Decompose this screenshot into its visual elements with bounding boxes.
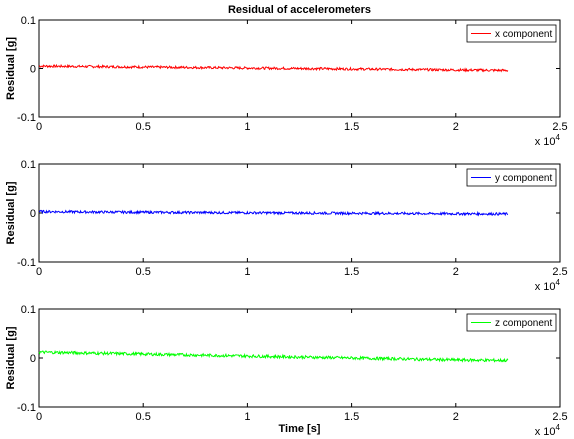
x-tick-label: 1 — [244, 411, 250, 423]
chart-title: Residual of accelerometers — [228, 4, 371, 16]
legend-box — [466, 168, 557, 187]
x-tick-label: 0 — [36, 266, 42, 278]
x-exponent-label: x 104 — [535, 278, 561, 293]
x-exponent-base: x 10 — [535, 426, 556, 438]
y-axis-label: Residual [g] — [5, 37, 17, 100]
x-exponent-base: x 10 — [535, 281, 556, 293]
x-exponent-label: x 104 — [535, 133, 561, 148]
legend-box — [466, 24, 557, 43]
y-tick-label: 0 — [30, 64, 36, 76]
x-tick-label: 0.5 — [136, 266, 151, 278]
x-tick-label: 0 — [36, 121, 42, 133]
y-tick-label: 0 — [30, 353, 36, 365]
series-line-1 — [38, 63, 509, 73]
x-tick-label: 1.5 — [344, 266, 359, 278]
x-tick-label: 1.5 — [344, 121, 359, 133]
y-tick-label: 0.1 — [21, 15, 36, 27]
x-tick-label: 2.5 — [552, 121, 567, 133]
legend-box — [466, 313, 557, 332]
legend-label: x component — [495, 29, 552, 40]
x-tick-label: 1 — [244, 121, 250, 133]
x-axis-label: Time [s] — [279, 423, 321, 435]
x-exponent-power: 4 — [556, 133, 561, 142]
x-tick-label: 2 — [453, 266, 459, 278]
y-tick-label: -0.1 — [17, 402, 36, 414]
legend-label: z component — [495, 318, 552, 329]
y-axis-label: Residual [g] — [5, 181, 17, 244]
x-tick-label: 2.5 — [552, 411, 567, 423]
x-tick-label: 0.5 — [136, 121, 151, 133]
x-exponent-power: 4 — [556, 278, 561, 287]
x-tick-label: 2 — [453, 411, 459, 423]
y-tick-label: 0 — [30, 208, 36, 220]
series-line-1 — [38, 349, 509, 363]
x-exponent-base: x 10 — [535, 136, 556, 148]
y-tick-label: -0.1 — [17, 257, 36, 269]
x-tick-label: 0.5 — [136, 411, 151, 423]
x-exponent-power: 4 — [556, 423, 561, 432]
x-tick-label: 2.5 — [552, 266, 567, 278]
y-tick-label: -0.1 — [17, 112, 36, 124]
x-tick-label: 2 — [453, 121, 459, 133]
x-tick-label: 0 — [36, 411, 42, 423]
series-line-1 — [38, 209, 509, 217]
legend-label: y component — [495, 173, 552, 184]
x-tick-label: 1.5 — [344, 411, 359, 423]
x-exponent-label: x 104 — [535, 423, 561, 438]
y-tick-label: 0.1 — [21, 159, 36, 171]
x-tick-label: 1 — [244, 266, 250, 278]
y-tick-label: 0.1 — [21, 304, 36, 316]
y-axis-label: Residual [g] — [5, 326, 17, 389]
